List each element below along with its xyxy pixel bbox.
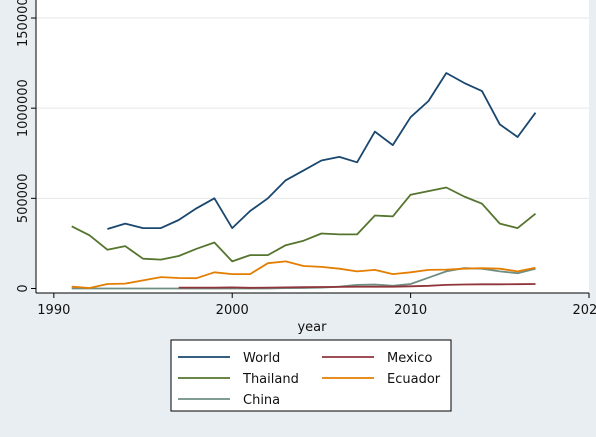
x-tick-label: 2020 [572,303,596,318]
series-line-mexico [178,283,536,289]
y-tick-label: 1500000 [16,0,31,47]
y-tick-label: 0 [16,284,31,292]
legend-label-world: World [243,351,280,366]
series-line-thailand [71,186,537,263]
x-tick-label: 2010 [394,303,427,318]
x-tick-label: 1990 [37,303,70,318]
axes [35,0,589,294]
y-tick-label: 500000 [16,174,31,224]
y-tick-label: 1000000 [16,79,31,137]
legend-label-mexico: Mexico [387,351,432,366]
legend-label-china: China [243,393,280,408]
x-tick-label: 2000 [216,303,249,318]
legend-label-ecuador: Ecuador [387,372,441,387]
series-lines [71,72,537,290]
gridlines [36,17,589,199]
x-axis-label: year [297,320,327,335]
legend: World Mexico Thailand Ecuador China [170,339,452,412]
legend-label-thailand: Thailand [242,372,299,387]
plot-area [36,0,589,293]
series-line-ecuador [71,260,536,289]
series-line-world [107,72,537,230]
x-axis-ticks: 1990 2000 2010 2020 [37,293,596,318]
y-axis-ticks: 0 500000 1000000 1500000 [16,0,36,293]
